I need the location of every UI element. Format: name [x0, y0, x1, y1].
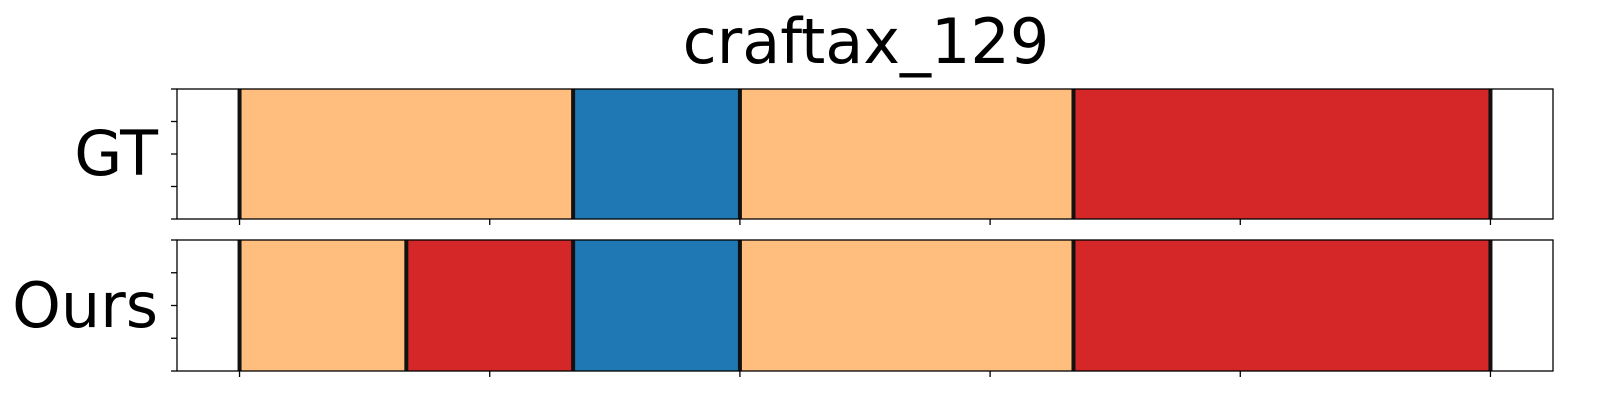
row-ours [171, 239, 1554, 377]
row-label-ours: Ours [12, 269, 158, 342]
segment-1-0 [239, 240, 407, 371]
segment-1-1 [406, 240, 574, 371]
segment-0-3 [1073, 89, 1491, 219]
segment-0-1 [573, 89, 740, 219]
segment-0-0 [239, 89, 574, 219]
segment-0-2 [739, 89, 1074, 219]
segment-1-2 [573, 240, 740, 371]
row-label-gt: GT [74, 117, 159, 190]
segment-1-3 [739, 240, 1074, 371]
segment-1-4 [1073, 240, 1491, 371]
chart-title: craftax_129 [683, 5, 1050, 78]
row-gt [171, 88, 1554, 225]
